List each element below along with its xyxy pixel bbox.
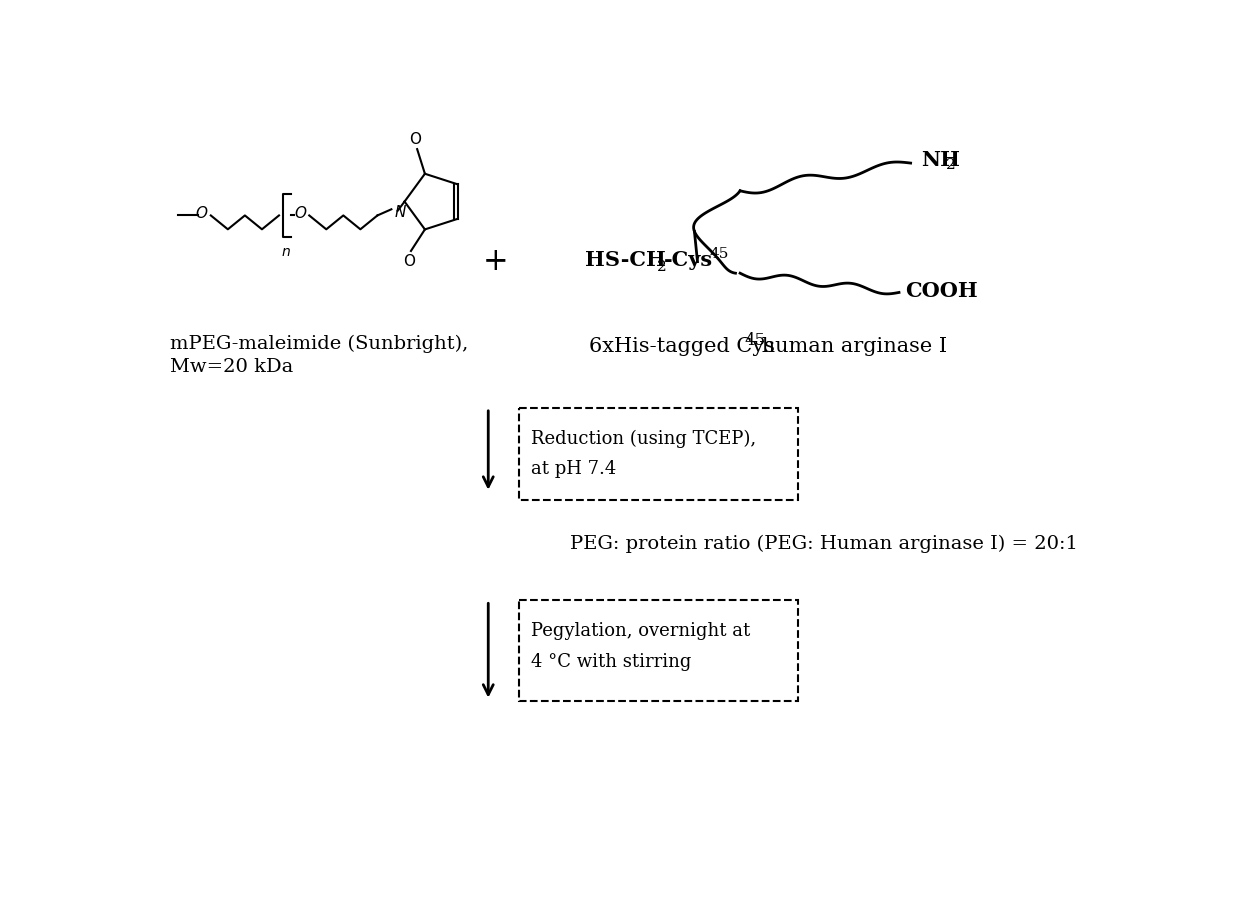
Text: O: O [409,133,422,147]
Text: HS-CH: HS-CH [585,250,666,270]
Bar [520,408,799,501]
Text: 6xHis-tagged Cys: 6xHis-tagged Cys [589,337,775,356]
Text: 2: 2 [945,159,955,172]
Text: Reduction (using TCEP),: Reduction (using TCEP), [531,430,756,448]
Text: PEG: protein ratio (PEG: Human arginase I) = 20:1: PEG: protein ratio (PEG: Human arginase … [569,535,1078,553]
Text: NH: NH [920,150,960,170]
Text: mPEG-maleimide (Sunbright),: mPEG-maleimide (Sunbright), [171,335,469,353]
Text: N: N [394,205,405,220]
Bar [520,600,799,701]
Text: -Cys: -Cys [663,250,713,270]
Text: 2: 2 [657,260,667,274]
Text: n: n [281,245,290,258]
Text: COOH: COOH [905,281,978,300]
Text: +: + [484,246,508,277]
Text: human arginase I: human arginase I [755,337,947,356]
Text: Mw=20 kDa: Mw=20 kDa [171,358,294,376]
Text: at pH 7.4: at pH 7.4 [531,460,616,478]
Text: O: O [196,206,207,222]
Text: 45: 45 [709,247,729,261]
Text: O: O [403,254,415,269]
Text: O: O [294,206,306,222]
Text: 4 °C with stirring: 4 °C with stirring [531,653,691,671]
Text: 45: 45 [744,333,765,350]
Text: Pegylation, overnight at: Pegylation, overnight at [531,622,750,640]
